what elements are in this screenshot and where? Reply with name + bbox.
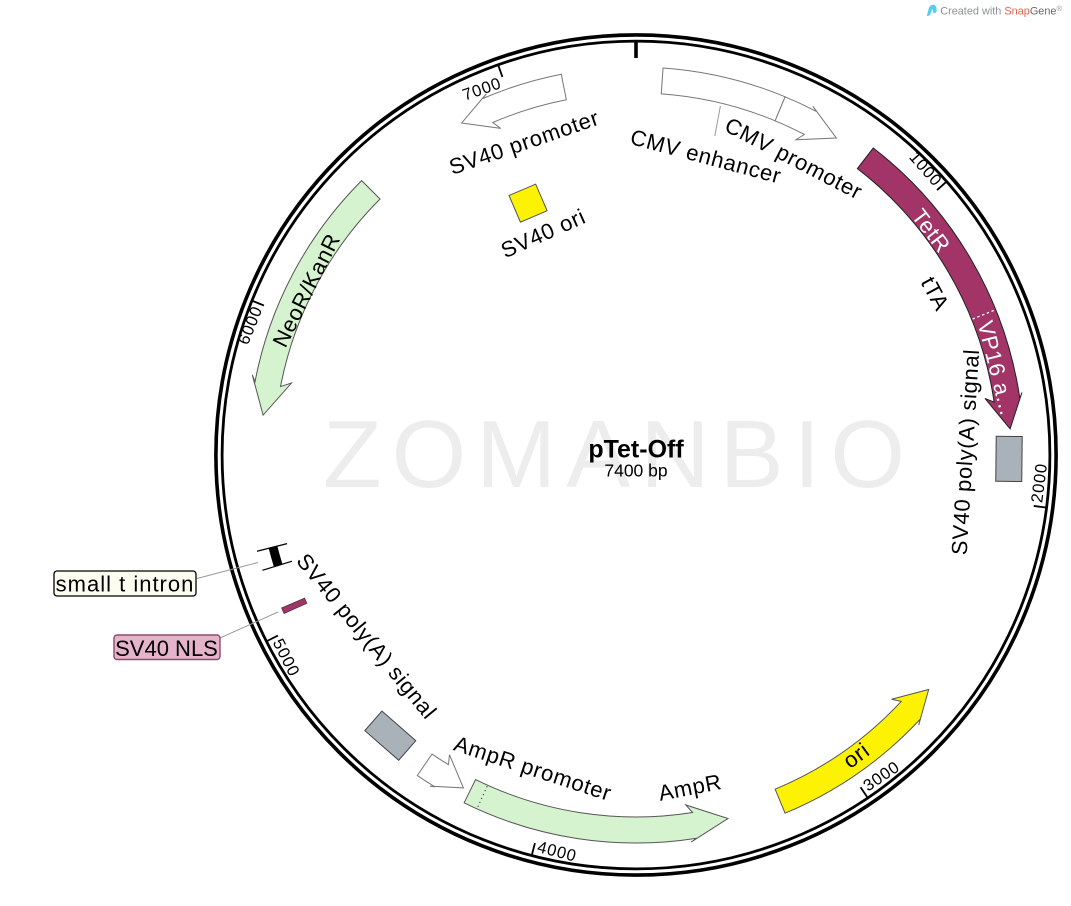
svg-text:SV40 NLS: SV40 NLS xyxy=(115,636,218,661)
svg-text:small t intron: small t intron xyxy=(56,572,195,597)
svg-text:Created with SnapGene®: Created with SnapGene® xyxy=(940,4,1062,18)
svg-text:7400 bp: 7400 bp xyxy=(604,461,667,481)
svg-text:2000: 2000 xyxy=(1028,462,1051,504)
svg-text:pTet-Off: pTet-Off xyxy=(588,436,684,464)
svg-text:ZOMANBIO: ZOMANBIO xyxy=(323,401,915,508)
